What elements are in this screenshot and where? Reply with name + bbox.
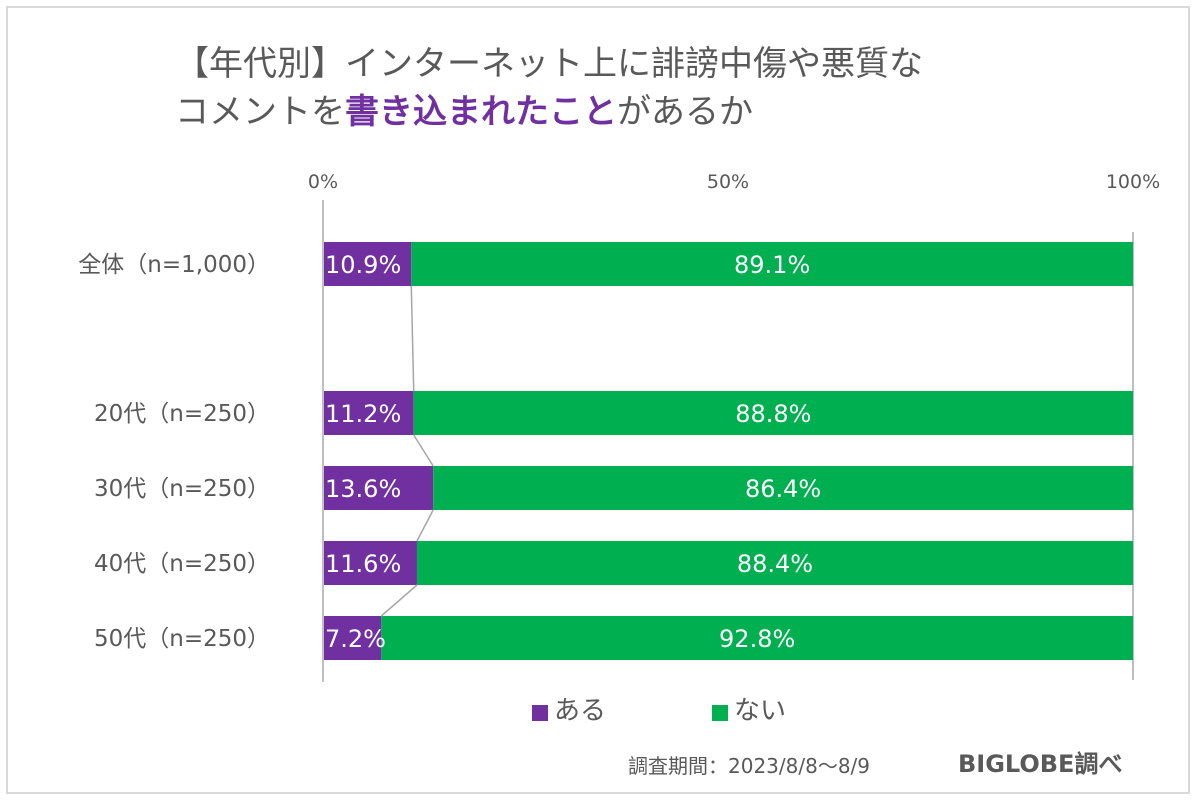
bar-aru — [323, 466, 434, 510]
series-connector-line — [413, 434, 434, 467]
title-line-1: 【年代別】インターネット上に誹謗中傷や悪質な — [175, 44, 923, 84]
data-label-nai: 88.8% — [735, 400, 811, 428]
series-connector-line — [410, 285, 415, 392]
bar-nai — [433, 466, 1133, 510]
legend-item-aru: ある — [532, 690, 606, 727]
legend-swatch-aru — [532, 704, 548, 721]
title-line-2-post: があるか — [617, 92, 753, 132]
survey-period: 調査期間：2023/8/8～8/9 — [628, 754, 871, 778]
bar-nai — [416, 541, 1134, 585]
category-label: 20代（n=250） — [94, 401, 270, 427]
series-connector-line — [380, 584, 418, 617]
bar-aru — [323, 541, 417, 585]
data-label-aru: 11.2% — [325, 400, 401, 428]
bar-nai — [413, 391, 1134, 435]
x-tick-label: 50% — [707, 171, 749, 193]
source-credit: BIGLOBE調べ — [958, 750, 1123, 778]
data-label-nai: 92.8% — [719, 625, 795, 653]
category-label: 全体（n=1,000） — [78, 252, 270, 278]
data-label-aru: 7.2% — [325, 625, 386, 653]
data-label-nai: 88.4% — [737, 550, 813, 578]
data-label-nai: 86.4% — [745, 475, 821, 503]
legend-label-nai: ない — [734, 696, 787, 726]
category-label: 30代（n=250） — [94, 476, 270, 502]
title-line-2-pre: コメントを — [175, 92, 345, 132]
bar-nai — [381, 616, 1133, 660]
bar-aru — [323, 242, 412, 286]
title-highlight: 書き込まれたこと — [345, 92, 617, 132]
series-connector-line — [416, 509, 434, 542]
data-label-nai: 89.1% — [734, 251, 810, 279]
bar-nai — [411, 242, 1133, 286]
legend-item-nai: ない — [712, 690, 786, 727]
category-label: 40代（n=250） — [94, 551, 270, 577]
data-label-aru: 10.9% — [325, 251, 401, 279]
x-tick-label: 100% — [1106, 171, 1160, 193]
bar-aru — [323, 616, 382, 660]
data-label-aru: 13.6% — [325, 475, 401, 503]
category-label: 50代（n=250） — [94, 626, 270, 652]
x-tick-label: 0% — [308, 171, 338, 193]
data-label-aru: 11.6% — [325, 550, 401, 578]
bar-aru — [323, 391, 414, 435]
legend-label-aru: ある — [554, 696, 607, 726]
legend-swatch-nai — [712, 704, 728, 721]
title-line-2: コメントを書き込まれたことがあるか — [175, 88, 923, 136]
chart-title: 【年代別】インターネット上に誹謗中傷や悪質な コメントを書き込まれたことがあるか — [175, 40, 923, 136]
